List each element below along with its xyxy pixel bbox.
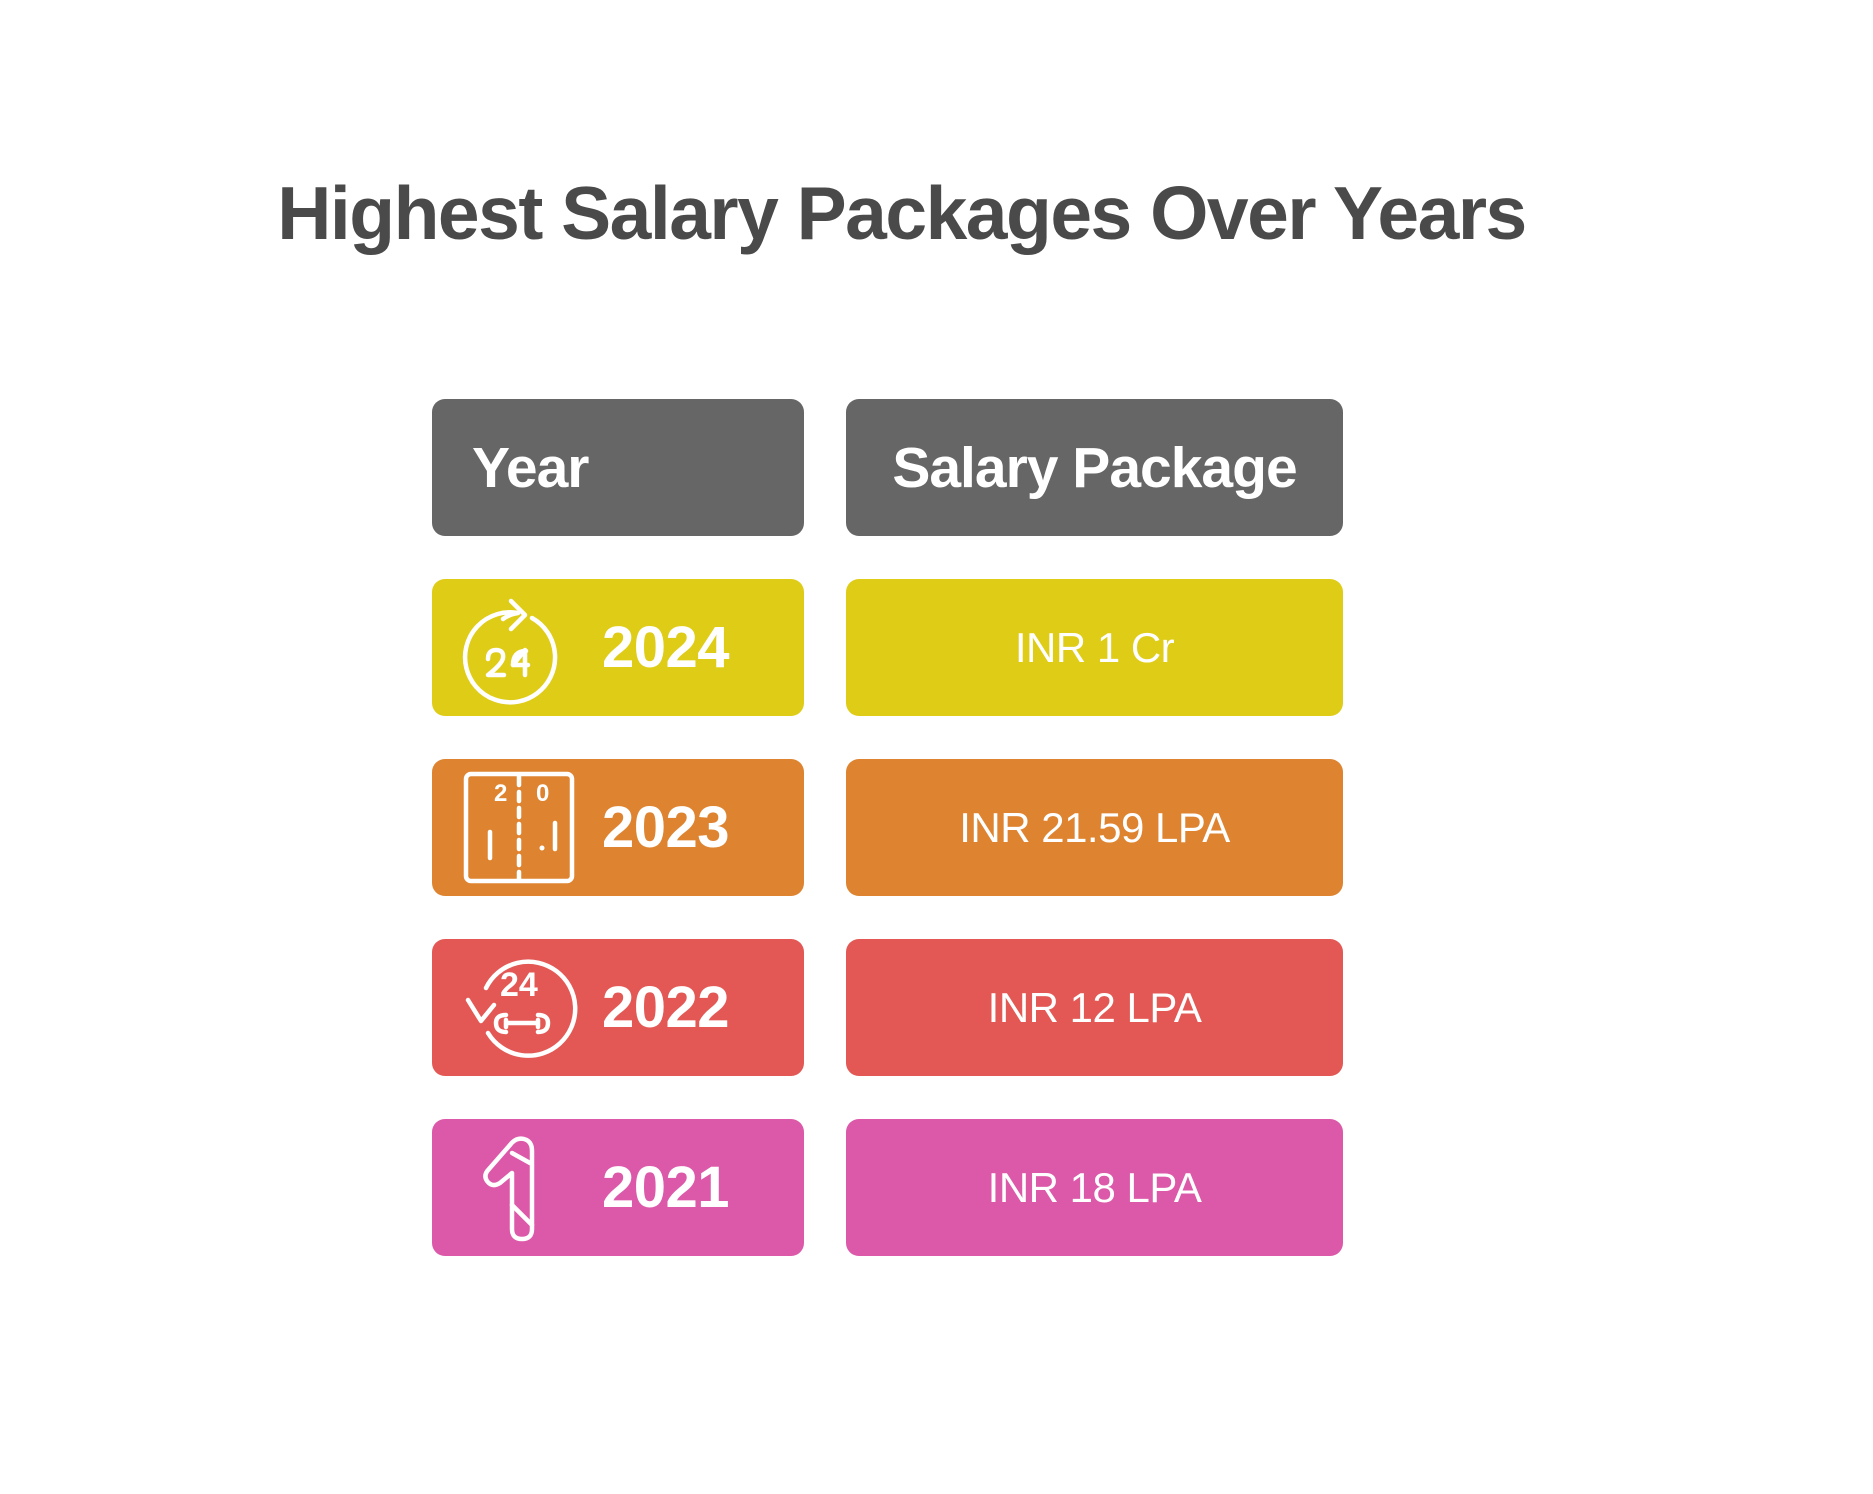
number-one-icon	[466, 1133, 572, 1243]
salary-value: INR 1 Cr	[1014, 623, 1175, 671]
header-salary-package: Salary Package	[846, 399, 1343, 536]
salary-value: INR 12 LPA	[987, 983, 1202, 1031]
salary-cell-2024: INR 1 Cr	[846, 579, 1343, 716]
year-label: 2024	[602, 615, 730, 680]
page-title: Highest Salary Packages Over Years	[277, 171, 1527, 255]
scoreboard-icon: 2 0	[463, 771, 575, 883]
salary-cell-2022: INR 12 LPA	[846, 939, 1343, 1076]
year-cell-2024: 2024	[432, 579, 804, 716]
salary-cell-2021: INR 18 LPA	[846, 1119, 1343, 1256]
header-year-label: Year	[472, 435, 589, 500]
24-hours-refresh-icon	[462, 593, 572, 705]
24-hours-service-icon: 24	[465, 953, 578, 1063]
year-label: 2022	[602, 975, 730, 1040]
year-cell-2023: 2 0 2023	[432, 759, 804, 896]
year-label: 2023	[602, 795, 730, 860]
svg-text:24: 24	[500, 966, 538, 1004]
year-label: 2021	[602, 1155, 730, 1220]
salary-value: INR 18 LPA	[987, 1163, 1202, 1211]
salary-value: INR 21.59 LPA	[959, 803, 1230, 851]
svg-text:2: 2	[494, 780, 507, 807]
header-salary-label: Salary Package	[892, 435, 1297, 500]
header-year: Year	[432, 399, 804, 536]
year-cell-2021: 2021	[432, 1119, 804, 1256]
svg-text:0: 0	[536, 780, 549, 807]
year-cell-2022: 24 2022	[432, 939, 804, 1076]
salary-cell-2023: INR 21.59 LPA	[846, 759, 1343, 896]
